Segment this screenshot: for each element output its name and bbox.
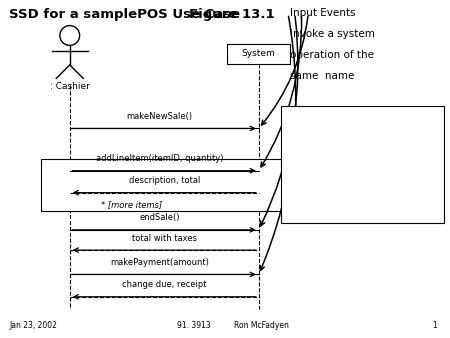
Text: change due, receipt: change due, receipt bbox=[122, 280, 207, 289]
Text: operation of the: operation of the bbox=[290, 50, 374, 61]
Text: 91. 3913: 91. 3913 bbox=[176, 320, 211, 330]
Text: foo: foo bbox=[328, 208, 347, 218]
Text: object-oriented: object-oriented bbox=[295, 134, 375, 144]
Bar bbox=[281, 106, 444, 223]
Text: programming when: programming when bbox=[295, 152, 397, 162]
Text: addLineItem(itemID, quantity): addLineItem(itemID, quantity) bbox=[96, 154, 224, 163]
Text: Figure 13.1: Figure 13.1 bbox=[189, 8, 274, 21]
Text: System: System bbox=[242, 49, 275, 58]
Text: Ron McFadyen: Ron McFadyen bbox=[234, 320, 289, 330]
Text: * [more items]: * [more items] bbox=[101, 200, 162, 209]
Text: same  name: same name bbox=[290, 71, 355, 81]
Text: makeNewSale(): makeNewSale() bbox=[127, 112, 193, 121]
Text: description, total: description, total bbox=[129, 176, 200, 185]
Text: same  idea as in: same idea as in bbox=[295, 115, 380, 125]
Bar bbox=[227, 44, 290, 64]
Text: method: method bbox=[295, 208, 338, 218]
Text: endSale(): endSale() bbox=[140, 213, 180, 222]
Text: we say a message: we say a message bbox=[295, 171, 391, 181]
Text: total with taxes: total with taxes bbox=[132, 234, 197, 243]
Text: SSD for a samplePOS Use Case: SSD for a samplePOS Use Case bbox=[9, 8, 240, 21]
Text: invokes the: invokes the bbox=[315, 189, 378, 199]
Text: makePayment(amount): makePayment(amount) bbox=[110, 258, 209, 267]
Text: foo: foo bbox=[295, 189, 314, 199]
Bar bbox=[40, 159, 286, 211]
Text: Input Events: Input Events bbox=[290, 8, 356, 19]
Text: invoke a system: invoke a system bbox=[290, 29, 375, 40]
Text: : Cashier: : Cashier bbox=[50, 82, 90, 91]
Text: Jan 23, 2002: Jan 23, 2002 bbox=[9, 320, 57, 330]
Text: 1: 1 bbox=[432, 320, 436, 330]
